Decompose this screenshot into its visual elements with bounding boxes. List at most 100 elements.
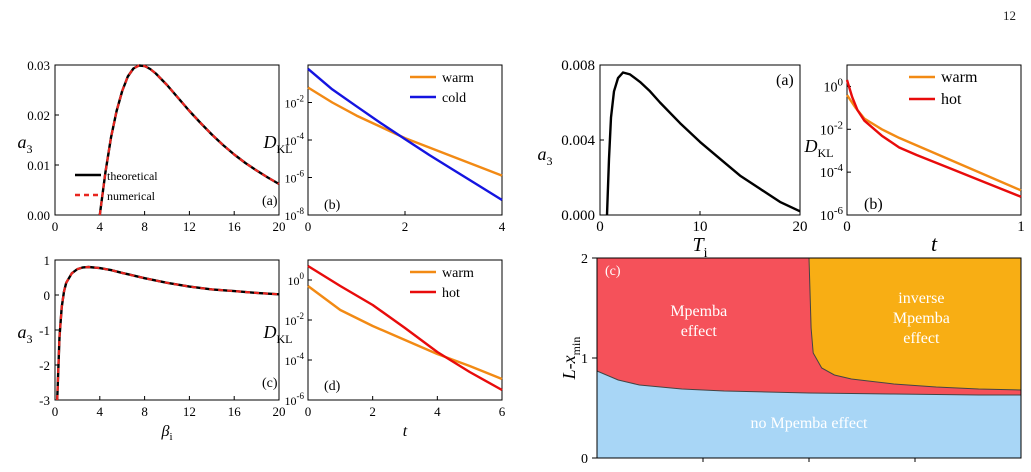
- y-tick-label: 10-8: [285, 206, 305, 223]
- panel-label: (b): [324, 198, 341, 213]
- y-tick-label: 0.008: [561, 58, 595, 74]
- boundary-lower: [596, 370, 1021, 396]
- legend-label: hot: [941, 91, 962, 108]
- panel-label: (d): [324, 379, 341, 394]
- x-axis-label: Ti: [692, 234, 707, 261]
- y-tick-label: 10-2: [285, 311, 305, 328]
- x-tick-label: 0: [305, 219, 312, 234]
- y-tick-label: 10-6: [820, 205, 844, 224]
- x-tick-label: 8: [141, 219, 148, 234]
- series-line-theoretical: [98, 64, 280, 216]
- y-tick-label: 0.00: [27, 208, 50, 223]
- x-axis-label: t: [931, 231, 938, 256]
- legend-label: numerical: [107, 189, 156, 203]
- y-tick-label: 100: [288, 271, 305, 288]
- x-tick-label: 4: [434, 404, 441, 419]
- boundary-inverse: [808, 257, 1022, 391]
- plot-frame: [307, 259, 503, 401]
- region-label: Mpemba: [670, 303, 727, 320]
- region-mpemba: [597, 258, 1021, 395]
- y-axis-label: L-xmin: [559, 337, 583, 381]
- region-label: effect: [903, 330, 940, 347]
- series-line-hot: [307, 264, 503, 392]
- y-tick-label: 2: [581, 252, 588, 267]
- panel-right-c: Mpemba effect inverse Mpemba effect no Mpemba…: [559, 252, 1022, 467]
- y-tick-label: 0: [581, 452, 588, 467]
- x-tick-label: 4: [97, 219, 104, 234]
- x-tick-label: 4: [499, 219, 506, 234]
- x-tick-label: 2: [369, 404, 376, 419]
- region-label: no Mpemba effect: [751, 415, 869, 432]
- series-line-numerical: [56, 265, 280, 401]
- y-axis-label: a3: [18, 132, 33, 156]
- y-tick-label: -2: [39, 358, 50, 373]
- y-tick-label: 10-6: [285, 169, 305, 186]
- y-tick-label: 10-2: [820, 119, 843, 138]
- y-tick-label: 0.01: [27, 158, 50, 173]
- y-tick-label: 10-4: [285, 351, 305, 368]
- panel-label: (c): [262, 376, 278, 391]
- y-axis-label: a3: [18, 322, 33, 346]
- panel-left-b: 0 2 4 10-8 10-6 10-4 10-2 warm cold (b) DKL: [263, 64, 506, 234]
- x-tick-label: 1: [1017, 219, 1025, 235]
- series-line-hot: [845, 79, 1022, 198]
- x-tick-label: 10: [693, 219, 708, 235]
- plot-frame: [846, 64, 1022, 216]
- x-tick-label: 20: [793, 219, 808, 235]
- x-tick-label: 0: [596, 219, 604, 235]
- region-inverse-mpemba: [809, 258, 1021, 390]
- plot-frame: [599, 64, 801, 216]
- page-number: 12: [1003, 8, 1016, 23]
- x-tick-label: 6: [499, 404, 506, 419]
- y-tick-label: 0.004: [561, 133, 595, 149]
- y-tick-label: 0: [44, 288, 51, 303]
- y-tick-label: 0.000: [561, 208, 595, 224]
- y-axis-label: a3: [538, 144, 553, 168]
- y-tick-label: 1: [581, 352, 588, 367]
- x-axis-label: t: [403, 423, 408, 440]
- series-line-curve: [605, 71, 801, 216]
- x-tick-label: 0: [305, 404, 312, 419]
- legend-label: warm: [442, 71, 474, 86]
- legend-label: hot: [442, 286, 460, 301]
- y-tick-label: 100: [824, 76, 844, 95]
- panel-left-a: 0 4 8 12 16 20 0.00 0.01 0.02 0.03 theoretical nume…: [18, 58, 286, 234]
- series-line-cold: [307, 67, 503, 202]
- x-axis-label: βi: [160, 423, 172, 443]
- x-tick-label: 16: [228, 404, 242, 419]
- panel-label: (b): [864, 196, 883, 213]
- x-tick-label: 0: [843, 219, 851, 235]
- y-axis-label: DKL: [263, 322, 293, 346]
- x-tick-label: 16: [228, 219, 242, 234]
- series-line-warm: [307, 285, 503, 381]
- x-tick-label: 0: [52, 219, 59, 234]
- panel-label: (a): [262, 194, 278, 209]
- y-tick-label: 10-6: [285, 391, 305, 408]
- x-tick-label: 8: [141, 404, 148, 419]
- panel-right-a: 0 10 20 0.000 0.004 0.008 (a) a3 Ti: [538, 58, 808, 261]
- region-label: effect: [681, 323, 718, 340]
- y-tick-label: 0.02: [27, 108, 50, 123]
- legend-label: warm: [442, 266, 474, 281]
- y-tick-label: 10-4: [285, 131, 305, 148]
- plot-frame: [54, 64, 280, 216]
- x-tick-label: 12: [183, 219, 196, 234]
- y-tick-label: -1: [39, 323, 50, 338]
- panel-left-c: 0 4 8 12 16 20 -3 -2 -1 0 1 (c) a3 βi: [18, 253, 286, 443]
- y-tick-label: 0.03: [27, 58, 50, 73]
- y-tick-label: 1: [44, 253, 51, 268]
- y-tick-label: -3: [39, 393, 50, 408]
- x-tick-label: 20: [273, 219, 286, 234]
- plot-frame: [54, 259, 280, 401]
- x-tick-label: 0: [52, 404, 59, 419]
- legend-label: cold: [442, 91, 466, 106]
- y-axis-label: DKL: [804, 136, 834, 160]
- y-tick-label: 10-4: [820, 162, 844, 181]
- region-label: Mpemba: [893, 310, 950, 327]
- y-tick-label: 10-2: [285, 94, 305, 111]
- region-label: inverse: [898, 290, 944, 307]
- legend-label: theoretical: [107, 169, 158, 183]
- x-tick-label: 20: [273, 404, 286, 419]
- panel-label: (c): [605, 264, 621, 279]
